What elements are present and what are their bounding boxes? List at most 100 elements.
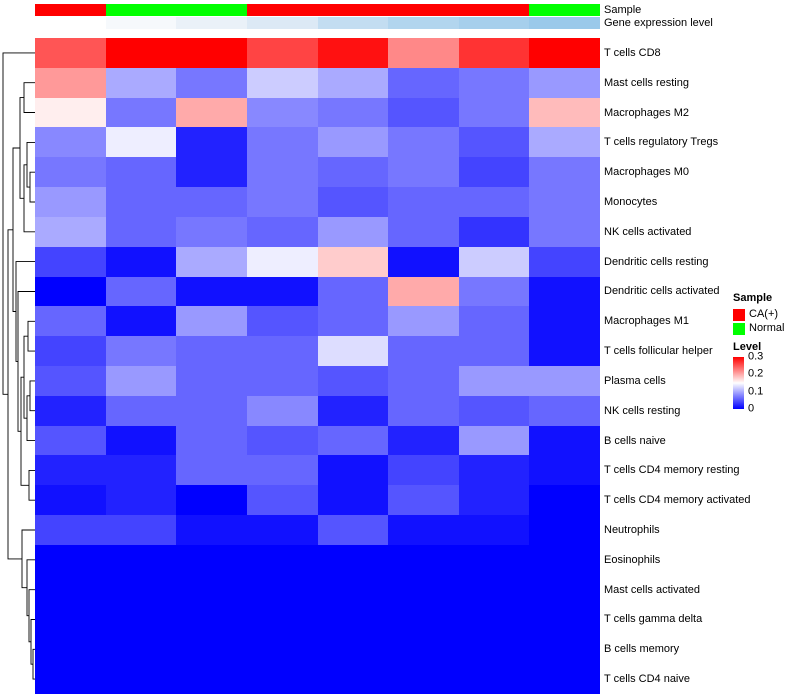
heatmap-cell	[246, 664, 318, 694]
heatmap-cell	[458, 366, 530, 396]
expression-annotation-segment	[246, 17, 318, 29]
heatmap-cell	[458, 664, 530, 694]
heatmap-cell	[105, 306, 177, 337]
heatmap-cell	[388, 127, 459, 158]
heatmap-cell	[246, 187, 318, 217]
legend-tick-label: 0	[748, 402, 755, 415]
expression-annotation-segment	[176, 17, 247, 29]
row-label: T cells CD4 naive	[604, 673, 690, 686]
heatmap-cell	[105, 634, 177, 665]
heatmap-cell	[35, 634, 106, 665]
sample-annotation-segment	[458, 4, 530, 16]
heatmap-cell	[35, 187, 106, 217]
heatmap-cell	[246, 634, 318, 665]
heatmap-cell	[105, 485, 177, 516]
heatmap-cell	[246, 425, 318, 456]
heatmap-cell	[529, 574, 600, 605]
heatmap-cell	[176, 38, 247, 68]
heatmap-cell	[317, 604, 389, 635]
heatmap-cell	[317, 306, 389, 337]
heatmap-cell	[529, 246, 600, 277]
heatmap-cell	[458, 455, 530, 486]
heatmap-cell	[105, 664, 177, 694]
heatmap-cell	[388, 276, 459, 307]
heatmap-cell	[176, 425, 247, 456]
heatmap-cell	[35, 664, 106, 694]
heatmap-cell	[529, 306, 600, 337]
heatmap-cell	[458, 246, 530, 277]
heatmap-cell	[317, 395, 389, 426]
heatmap-cell	[529, 157, 600, 188]
row-label: T cells regulatory Tregs	[604, 136, 719, 149]
heatmap-cell	[35, 336, 106, 366]
heatmap-cell	[458, 97, 530, 128]
heatmap-cell	[388, 306, 459, 337]
heatmap-cell	[105, 544, 177, 575]
row-label: Macrophages M0	[604, 166, 689, 179]
heatmap-cell	[458, 306, 530, 337]
heatmap-cell	[176, 157, 247, 188]
heatmap-cell	[458, 276, 530, 307]
row-label: NK cells activated	[604, 225, 692, 238]
legend-item-label: Normal	[749, 322, 785, 334]
heatmap-cell	[458, 67, 530, 98]
sample-annotation-segment	[317, 4, 389, 16]
sample-annotation-bar	[35, 4, 600, 16]
heatmap-cell	[458, 544, 530, 575]
heatmap-cell	[317, 425, 389, 456]
heatmap-grid	[35, 38, 600, 694]
heatmap-cell	[458, 425, 530, 456]
heatmap-cell	[388, 216, 459, 247]
row-dendrogram	[2, 52, 35, 680]
heatmap-cell	[388, 604, 459, 635]
expression-annotation-bar	[35, 17, 600, 29]
row-label: Eosinophils	[604, 553, 661, 566]
row-label: T cells follicular helper	[604, 345, 713, 358]
heatmap-cell	[246, 515, 318, 545]
heatmap-cell	[105, 515, 177, 545]
heatmap-cell	[529, 515, 600, 545]
heatmap-cell	[35, 246, 106, 277]
heatmap-cell	[246, 127, 318, 158]
heatmap-cell	[529, 455, 600, 486]
heatmap-cell	[388, 544, 459, 575]
expression-annotation-segment	[529, 17, 600, 29]
heatmap-cell	[105, 395, 177, 426]
heatmap-cell	[317, 485, 389, 516]
heatmap-cell	[317, 276, 389, 307]
sample-annotation-segment	[246, 4, 318, 16]
heatmap-cell	[317, 336, 389, 366]
heatmap-cell	[176, 455, 247, 486]
row-label: T cells CD8	[604, 46, 661, 59]
heatmap-cell	[317, 97, 389, 128]
heatmap-cell	[105, 246, 177, 277]
level-legend: 0.3 0.2 0.1 0	[733, 351, 784, 415]
heatmap-cell	[35, 425, 106, 456]
row-label: Monocytes	[604, 195, 658, 208]
heatmap-cell	[105, 425, 177, 456]
heatmap-cell	[458, 187, 530, 217]
sample-annotation-label: Sample	[604, 4, 642, 16]
heatmap-cell	[35, 276, 106, 307]
level-gradient-bar	[733, 357, 744, 409]
heatmap-cell	[388, 515, 459, 545]
heatmap-cell	[35, 395, 106, 426]
heatmap-cell	[388, 425, 459, 456]
row-label: B cells memory	[604, 643, 680, 656]
heatmap-cell	[176, 246, 247, 277]
heatmap-cell	[176, 544, 247, 575]
heatmap-cell	[105, 38, 177, 68]
heatmap-cell	[458, 574, 530, 605]
heatmap-cell	[176, 336, 247, 366]
heatmap-cell	[246, 216, 318, 247]
heatmap-cell	[388, 455, 459, 486]
heatmap-cell	[246, 574, 318, 605]
heatmap-cell	[529, 395, 600, 426]
heatmap-cell	[317, 67, 389, 98]
heatmap-cell	[35, 127, 106, 158]
heatmap-cell	[176, 276, 247, 307]
sample-annotation-segment	[529, 4, 600, 16]
heatmap-cell	[35, 306, 106, 337]
heatmap-cell	[176, 485, 247, 516]
